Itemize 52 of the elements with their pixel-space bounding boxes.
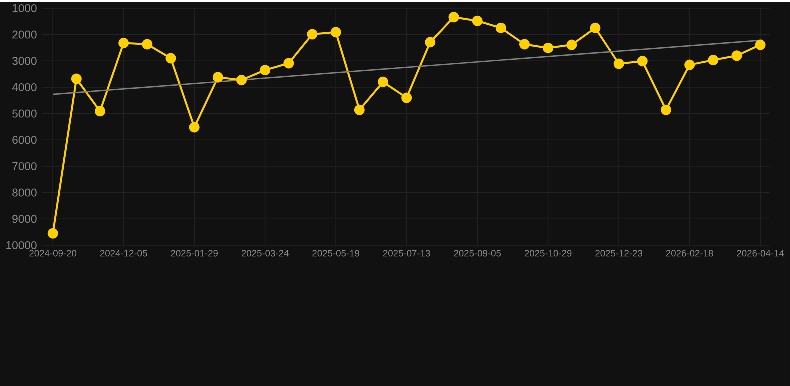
- point: [708, 54, 719, 66]
- y-tick-label: 10000: [6, 241, 37, 250]
- y-tick-label: 8000: [12, 188, 37, 197]
- x-tick-label: 2025-12-23: [596, 250, 643, 257]
- point: [637, 56, 648, 66]
- x-tick-label: 2024-12-05: [100, 250, 148, 257]
- x-tick-label: 2025-10-29: [524, 250, 572, 257]
- x-tick-label: 2026-04-14: [737, 250, 784, 257]
- x-tick-label: 2025-03-24: [242, 250, 289, 257]
- point: [472, 16, 483, 26]
- point: [354, 104, 365, 116]
- point: [448, 12, 460, 22]
- point: [614, 58, 624, 70]
- point: [590, 22, 601, 34]
- point: [166, 52, 176, 64]
- point: [189, 122, 200, 133]
- point: [378, 76, 389, 88]
- point: [212, 72, 224, 82]
- point: [519, 39, 530, 50]
- point: [284, 58, 294, 69]
- x-tick-label: 2025-09-05: [454, 250, 502, 257]
- y-tick-label: 1000: [12, 4, 37, 12]
- point: [496, 22, 506, 34]
- x-tick-label: 2025-07-13: [383, 250, 430, 257]
- point: [425, 36, 436, 48]
- point: [660, 104, 672, 116]
- point: [566, 40, 578, 50]
- point: [755, 40, 766, 50]
- point: [142, 39, 153, 50]
- y-tick-label: 6000: [12, 136, 37, 144]
- point: [71, 74, 82, 84]
- point: [402, 92, 412, 104]
- point: [732, 50, 742, 61]
- point: [94, 106, 106, 116]
- point: [118, 38, 130, 48]
- point: [260, 64, 271, 76]
- y-tick-label: 5000: [12, 110, 37, 118]
- y-tick-label: 3000: [12, 56, 37, 65]
- point: [543, 42, 554, 54]
- point: [48, 228, 58, 239]
- point: [330, 26, 342, 38]
- point: [307, 29, 318, 40]
- x-tick-label: 2024-09-20: [30, 250, 77, 257]
- y-tick-label: 9000: [12, 214, 37, 223]
- y-tick-label: 2000: [12, 30, 37, 39]
- x-tick-label: 2025-05-19: [312, 250, 360, 257]
- point: [684, 60, 696, 70]
- y-tick-label: 7000: [12, 162, 37, 170]
- y-tick-label: 4000: [12, 83, 37, 92]
- x-tick-label: 2025-01-29: [171, 250, 218, 257]
- point: [236, 74, 248, 86]
- x-tick-label: 2026-02-18: [666, 250, 714, 257]
